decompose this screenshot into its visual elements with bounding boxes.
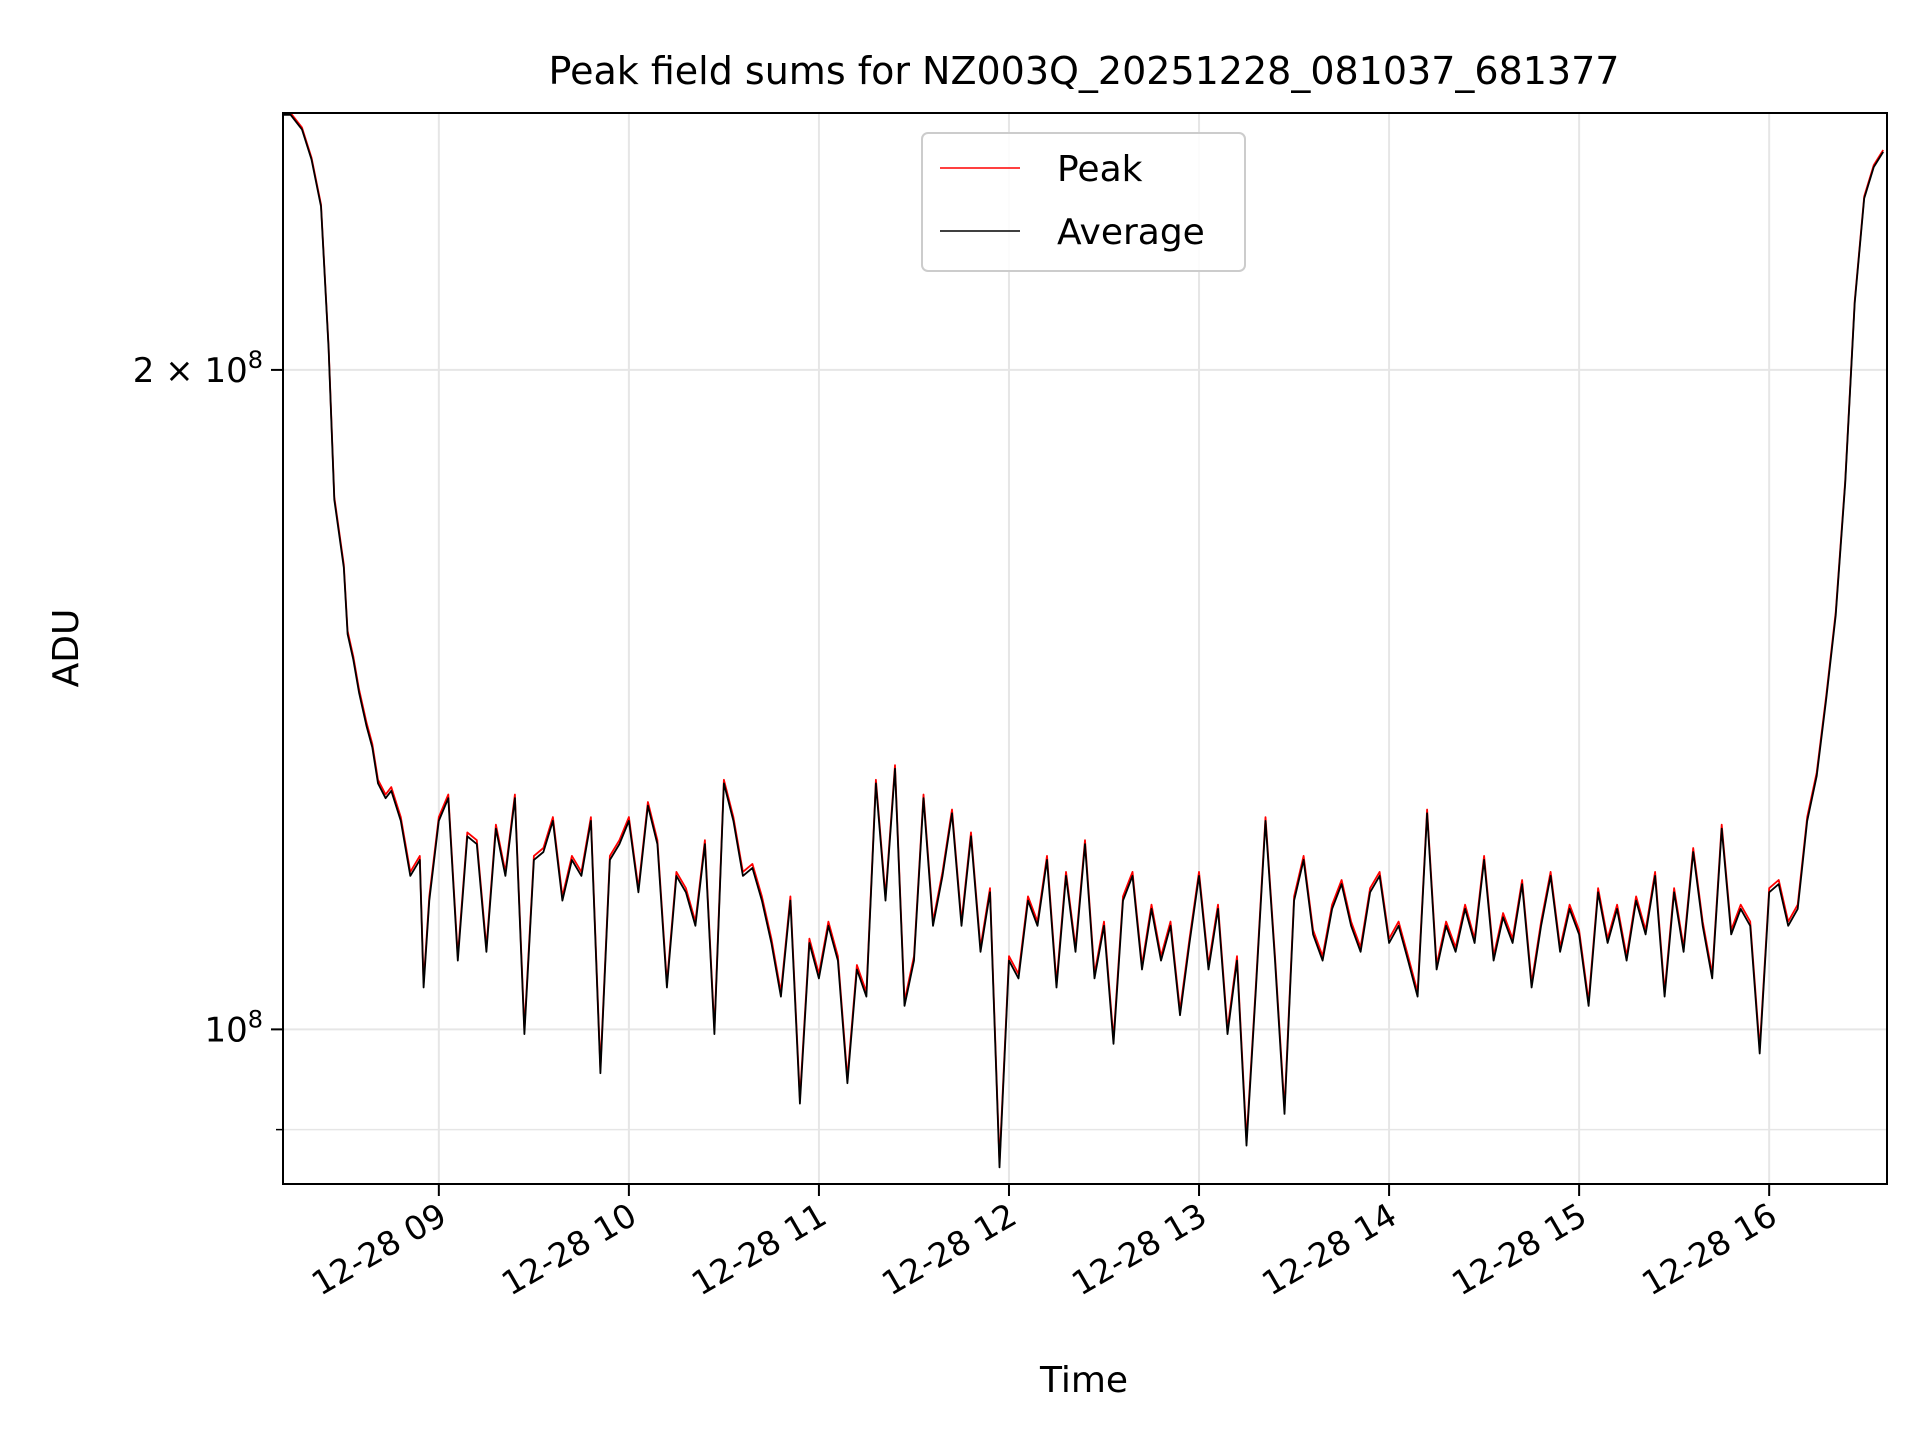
- chart-title: Peak field sums for NZ003Q_20251228_0810…: [549, 49, 1620, 93]
- legend-label-average: Average: [1057, 212, 1205, 253]
- gridlines: [283, 113, 1887, 1184]
- legend-label-peak: Peak: [1057, 149, 1143, 190]
- series-line-average: [283, 113, 1884, 1169]
- y-axis-label: ADU: [46, 609, 87, 688]
- plot-area: [283, 113, 1884, 1169]
- y-tick-label: 2 × 108: [133, 346, 263, 391]
- x-axis-label: Time: [1039, 1360, 1128, 1401]
- legend: Peak Average: [921, 132, 1246, 272]
- plot-frame: [282, 112, 1888, 1185]
- y-tick-label: 108: [204, 1005, 263, 1050]
- y-axis: 2 × 108 108: [133, 346, 283, 1131]
